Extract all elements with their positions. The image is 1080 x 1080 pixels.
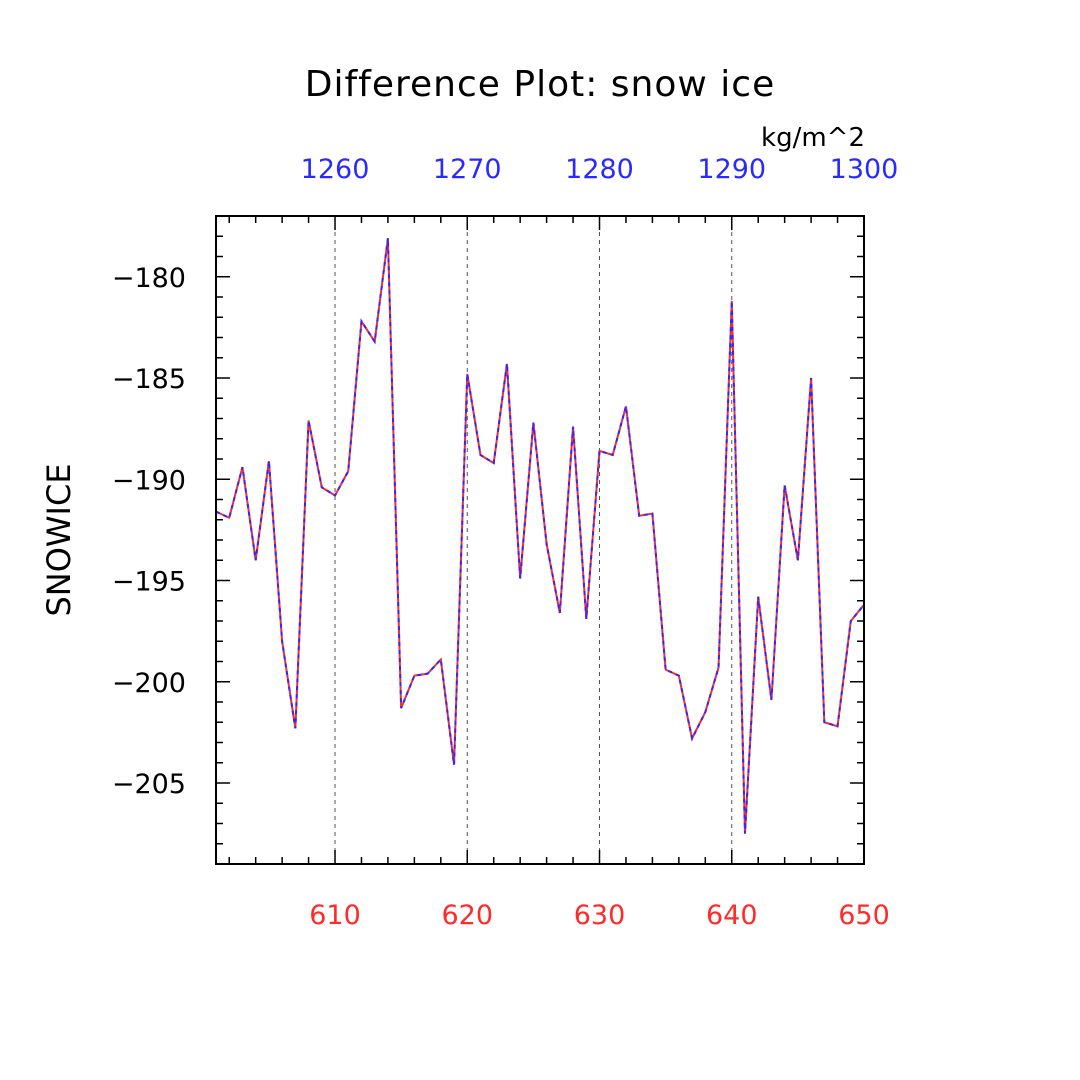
chart-title: Difference Plot: snow ice [305, 64, 775, 105]
x-tick-label: 630 [574, 900, 626, 931]
x-tick-label: 650 [838, 900, 890, 931]
plot-frame [215, 215, 865, 865]
x-tick-label: 620 [441, 900, 493, 931]
series-line-solid [215, 238, 865, 834]
y-tick-label: −195 [112, 567, 186, 598]
top-x-tick-label: 1290 [697, 154, 766, 185]
grid-lines [334, 216, 733, 864]
y-tick-label: −190 [112, 465, 186, 496]
x-tick-label: 640 [706, 900, 758, 931]
series-layer [215, 238, 865, 834]
tick-labels: −180 −185 −190 −195 −200 −205 610 620 630 640 650 1… [112, 154, 899, 931]
x-tick-label: 610 [309, 900, 361, 931]
y-tick-label: −185 [112, 364, 186, 395]
top-x-tick-label: 1280 [565, 154, 634, 185]
y-tick-label: −200 [112, 668, 186, 699]
y-tick-label: −205 [112, 769, 186, 800]
top-x-tick-label: 1300 [830, 154, 899, 185]
y-axis-label: SNOWICE [40, 463, 78, 616]
series-line-dashed [215, 238, 865, 834]
units-label: kg/m^2 [761, 123, 865, 153]
axes [215, 215, 865, 865]
top-x-tick-label: 1260 [301, 154, 370, 185]
top-x-tick-label: 1270 [433, 154, 502, 185]
y-tick-label: −180 [112, 263, 186, 294]
